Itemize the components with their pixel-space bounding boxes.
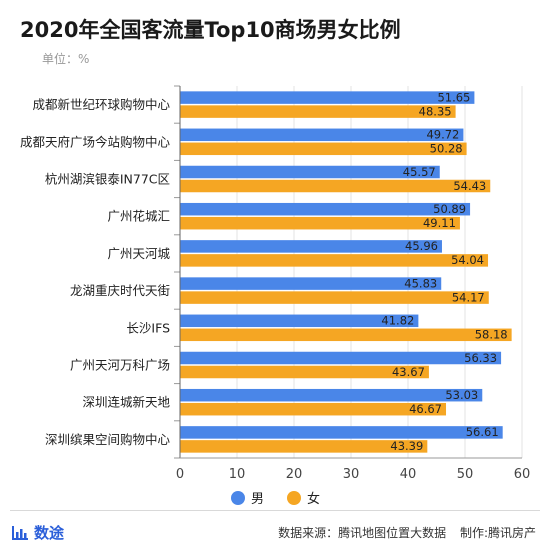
female-bar bbox=[180, 291, 489, 304]
brand-logo: 数途 bbox=[12, 522, 64, 543]
data-label: 54.17 bbox=[452, 290, 485, 304]
female-bar bbox=[180, 216, 460, 230]
male-bar bbox=[180, 426, 503, 439]
male-bar bbox=[180, 91, 475, 104]
data-label: 45.83 bbox=[404, 276, 437, 290]
data-label: 51.65 bbox=[437, 90, 470, 104]
chart-title: 2020年全国客流量Top10商场男女比例 bbox=[20, 18, 401, 42]
x-tick-label: 50 bbox=[457, 467, 474, 482]
female-bar bbox=[180, 328, 512, 342]
category-label: 广州花城汇 bbox=[107, 209, 170, 224]
brand-name: 数途 bbox=[34, 524, 65, 542]
female-bar bbox=[180, 142, 467, 156]
category-label: 成都新世纪环球购物中心 bbox=[32, 97, 170, 112]
data-label: 43.39 bbox=[390, 439, 423, 453]
data-label: 56.33 bbox=[464, 351, 497, 365]
data-label: 41.82 bbox=[381, 314, 414, 328]
legend-label: 男 bbox=[251, 492, 264, 507]
data-label: 50.89 bbox=[433, 202, 466, 216]
data-label: 50.28 bbox=[430, 142, 463, 156]
category-label: 杭州湖滨银泰IN77C区 bbox=[45, 172, 170, 187]
bar-chart-icon bbox=[12, 525, 28, 540]
category-label: 深圳连城新天地 bbox=[82, 395, 170, 410]
x-tick-label: 20 bbox=[286, 467, 303, 482]
male-bar bbox=[180, 128, 464, 142]
legend-male-marker bbox=[231, 491, 245, 505]
female-bar bbox=[180, 254, 489, 267]
data-label: 54.43 bbox=[453, 179, 486, 193]
footer-divider bbox=[10, 510, 540, 511]
data-source: 数据来源：腾讯地图位置大数据 bbox=[278, 526, 447, 540]
x-tick-label: 40 bbox=[400, 467, 417, 482]
data-label: 58.18 bbox=[475, 328, 508, 342]
category-label: 广州天河万科广场 bbox=[70, 358, 170, 373]
data-label: 54.04 bbox=[451, 253, 484, 267]
data-label: 49.11 bbox=[423, 216, 456, 230]
male-bar bbox=[180, 277, 442, 290]
data-label: 56.61 bbox=[466, 425, 499, 439]
category-label: 龙湖重庆时代天街 bbox=[70, 283, 170, 298]
x-tick-label: 10 bbox=[229, 467, 246, 482]
data-label: 49.72 bbox=[426, 128, 459, 142]
male-bar bbox=[180, 314, 419, 328]
female-bar bbox=[180, 365, 429, 379]
legend-female-marker bbox=[287, 491, 301, 505]
source-note: 数据来源：腾讯地图位置大数据 制作:腾讯房产 bbox=[268, 524, 536, 541]
data-label: 45.57 bbox=[403, 165, 436, 179]
male-bar bbox=[180, 240, 442, 253]
category-label: 长沙IFS bbox=[126, 320, 170, 335]
male-bar bbox=[180, 388, 483, 402]
male-bar bbox=[180, 202, 471, 216]
female-bar bbox=[180, 105, 456, 118]
data-label: 45.96 bbox=[405, 239, 438, 253]
x-tick-label: 0 bbox=[176, 467, 184, 482]
female-bar bbox=[180, 179, 491, 193]
data-label: 46.67 bbox=[409, 402, 442, 416]
x-tick-label: 60 bbox=[514, 467, 531, 482]
category-label: 广州天河城 bbox=[107, 246, 170, 261]
male-bar bbox=[180, 351, 502, 365]
female-bar bbox=[180, 440, 428, 453]
female-bar bbox=[180, 402, 447, 416]
category-label: 深圳缤果空间购物中心 bbox=[45, 432, 171, 447]
unit-label: 单位：% bbox=[42, 52, 90, 66]
data-label: 53.03 bbox=[445, 388, 478, 402]
data-label: 48.35 bbox=[419, 104, 452, 118]
data-label: 43.67 bbox=[392, 365, 425, 379]
x-tick-label: 30 bbox=[343, 467, 360, 482]
legend-label: 女 bbox=[307, 491, 320, 507]
category-label: 成都天府广场今站购物中心 bbox=[20, 134, 171, 149]
maker-credit: 制作:腾讯房产 bbox=[459, 526, 536, 540]
male-bar bbox=[180, 165, 440, 179]
